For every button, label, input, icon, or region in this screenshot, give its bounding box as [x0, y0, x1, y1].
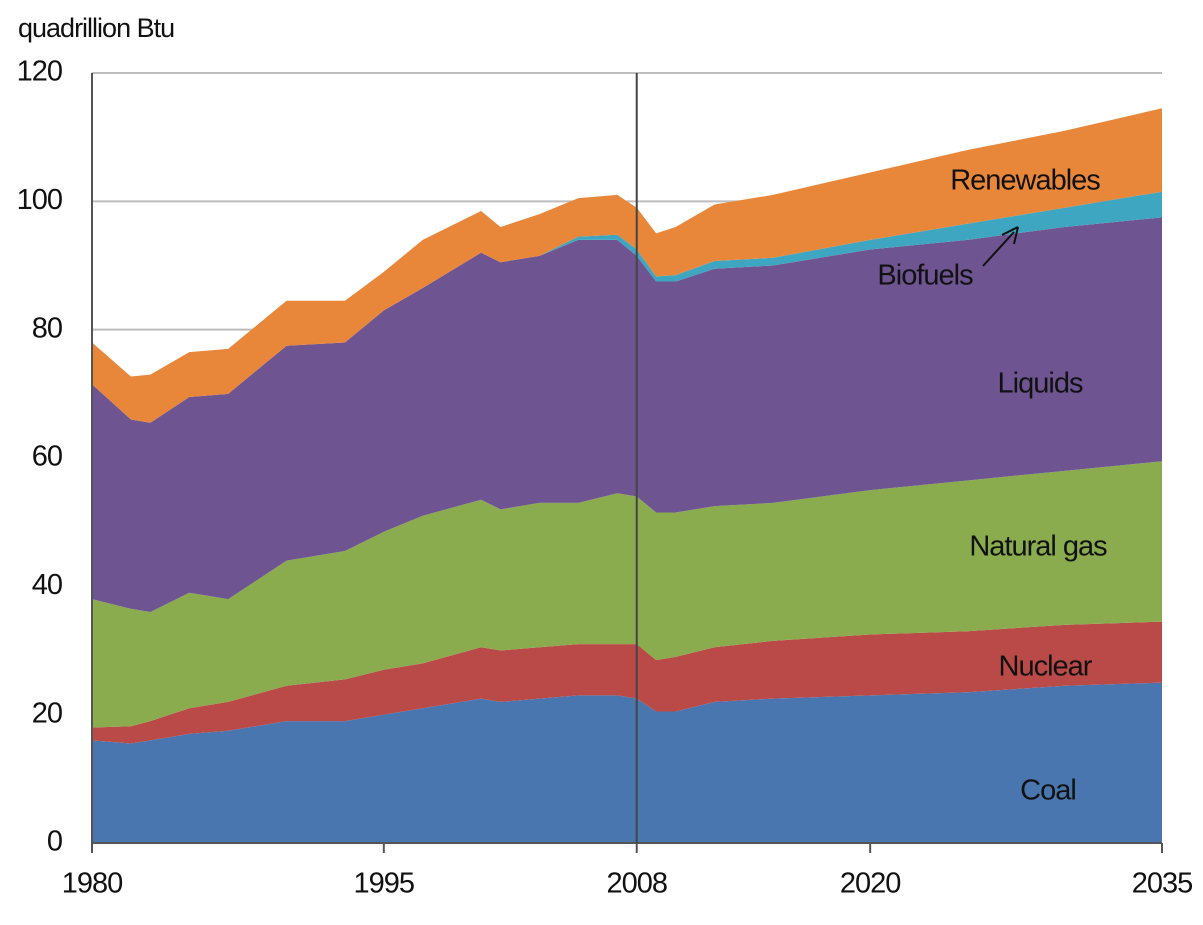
x-tick-label: 1995: [354, 868, 415, 900]
x-tick-label: 2035: [1132, 868, 1193, 900]
x-tick-label: 1980: [62, 868, 123, 900]
series-label: Coal: [1020, 775, 1076, 807]
area: [92, 621, 1162, 744]
biofuels-arrowhead: [1001, 226, 1019, 245]
y-tick-label: 40: [32, 569, 62, 601]
series-label: Biofuels: [877, 260, 973, 292]
y-axis-label: quadrillion Btu: [18, 13, 174, 43]
y-tick-label: 80: [32, 312, 62, 344]
x-tick-label: 2020: [840, 868, 901, 900]
y-tick-label: 20: [32, 697, 62, 729]
area: [92, 682, 1162, 843]
y-tick-label: 100: [17, 184, 62, 216]
series-label: Natural gas: [969, 531, 1107, 563]
area: [92, 217, 1162, 612]
y-tick-label: 120: [17, 56, 62, 88]
series-label: Renewables: [950, 165, 1100, 197]
area: [92, 191, 1162, 423]
series-label: Nuclear: [999, 651, 1093, 683]
y-tick-label: 0: [47, 826, 62, 858]
area: [92, 461, 1162, 728]
x-tick-label: 2008: [606, 868, 667, 900]
y-tick-label: 60: [32, 441, 62, 473]
biofuels-arrow: [982, 231, 1015, 267]
series-label: Liquids: [998, 368, 1083, 400]
area: [92, 108, 1162, 423]
